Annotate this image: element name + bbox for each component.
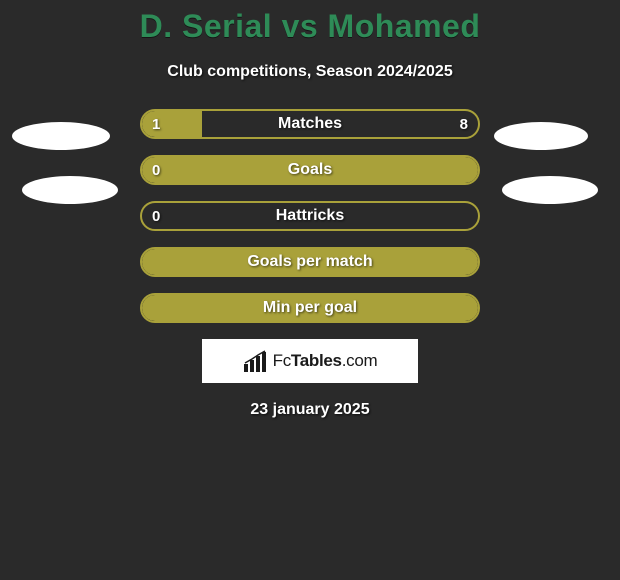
bar-fill-full	[142, 249, 478, 275]
stat-bar: Goals0	[140, 155, 480, 185]
snapshot-date: 23 january 2025	[0, 401, 620, 419]
stat-row: Goals0	[140, 155, 480, 185]
bar-fill-full	[142, 295, 478, 321]
stat-bar: Goals per match	[140, 247, 480, 277]
stat-bar: Min per goal	[140, 293, 480, 323]
player-ellipse	[494, 122, 588, 150]
logo-bars-icon	[243, 350, 269, 372]
player-ellipse	[502, 176, 598, 204]
stat-row: Min per goal	[140, 293, 480, 323]
fctables-logo: FcTables.com	[202, 339, 418, 383]
page-subtitle: Club competitions, Season 2024/2025	[0, 63, 620, 81]
stat-value-left: 0	[152, 157, 160, 183]
stat-value-left: 1	[152, 111, 160, 137]
stat-row: Matches18	[140, 109, 480, 139]
bar-fill-full	[142, 157, 478, 183]
player-ellipse	[22, 176, 118, 204]
stat-value-left: 0	[152, 203, 160, 229]
stat-bar: Matches18	[140, 109, 480, 139]
stat-bar: Hattricks0	[140, 201, 480, 231]
logo-text: FcTables.com	[273, 351, 378, 371]
page-title: D. Serial vs Mohamed	[0, 0, 620, 45]
stat-label: Hattricks	[142, 203, 478, 229]
stat-value-right: 8	[460, 111, 468, 137]
stat-row: Goals per match	[140, 247, 480, 277]
player-ellipse	[12, 122, 110, 150]
stat-row: Hattricks0	[140, 201, 480, 231]
